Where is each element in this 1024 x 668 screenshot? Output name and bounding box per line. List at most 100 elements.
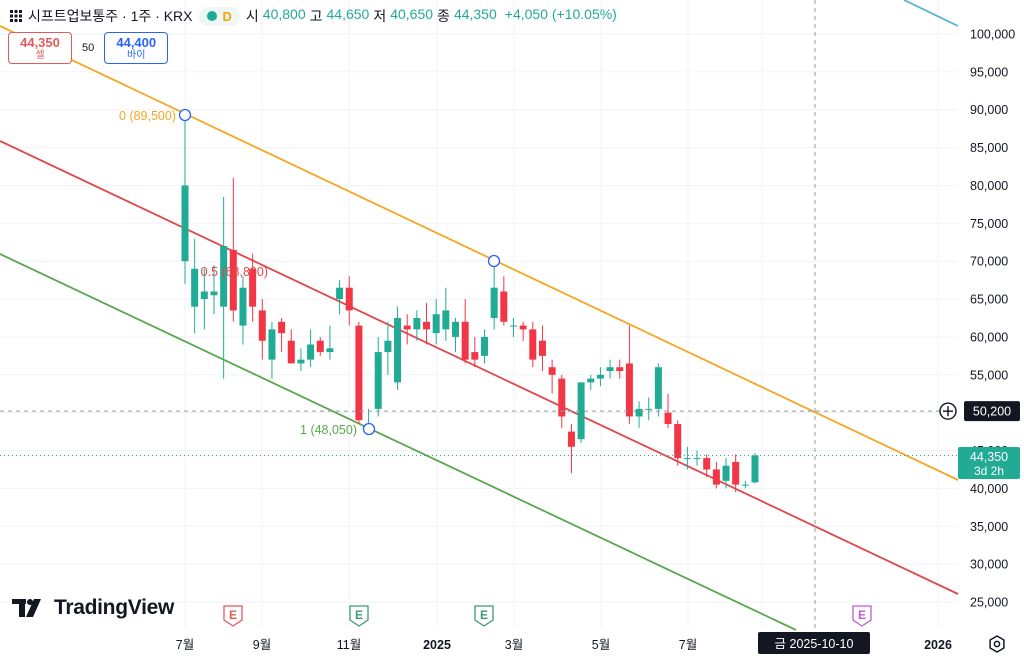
time-tick-label: 11월 [337,638,361,652]
candle-body [577,382,585,440]
low-label: 저 [373,8,387,24]
crosshair-price-text: 50,200 [973,405,1011,419]
anchor-handle [178,108,192,122]
anchor-handle [487,254,501,268]
tradingview-logo[interactable]: TradingView [12,596,174,620]
candle-body [326,348,334,353]
candle-body [471,352,479,360]
candle-body [210,291,218,296]
candle-body [587,378,595,383]
candle-body [674,424,682,459]
anchor-handle [362,422,376,436]
fib-level-label: 1 (48,050) [300,423,357,437]
candle-body [693,458,701,460]
candle-body [712,469,720,485]
trend-line [903,0,959,27]
price-tick-label: 70,000 [970,255,1008,269]
buy-button[interactable]: 44,400 바이 [104,32,169,64]
candle-body [664,412,672,425]
candle-body [191,268,199,307]
candle-body [519,325,527,330]
close-value: 44,350 [453,6,497,22]
candle-body [316,340,324,353]
earnings-marker[interactable]: E [474,605,494,627]
candle-body [384,340,392,353]
candle-body [297,359,305,364]
price-tick-label: 40,000 [970,482,1008,496]
candle-body [452,321,460,337]
candle-body [645,408,653,410]
earnings-marker[interactable]: E [223,605,243,627]
crosshair-date-tag [758,632,870,654]
candle-body [751,455,759,483]
logo-text: TradingView [54,596,175,619]
overlays: 0 (89,500) 0.5 (68,800) 1 (48,050) E E E E [0,0,958,628]
earnings-badge [223,605,243,627]
open-label: 시 [245,8,259,24]
price-tick-label: 90,000 [970,103,1008,117]
candle-body [625,363,633,417]
candle-body [229,249,237,311]
settings-icon[interactable] [988,635,1006,653]
candle-body [336,287,344,300]
candle-body [432,314,440,334]
candle-body [394,318,402,383]
candle-body [287,340,295,364]
symbol-header: 시프트업보통주 · 1주 · KRX D 시 40,800 고 44,650 저 40… [10,6,617,26]
earnings-marker[interactable]: E [349,605,369,627]
time-tick-label: 7월 [176,638,194,652]
interval-badge: D [222,8,232,24]
high-value: 44,650 [326,6,370,22]
earnings-marker[interactable]: E [852,605,872,627]
symbol-title[interactable]: 시프트업보통주 · 1주 · KRX [28,8,193,24]
countdown-text: 3d 2h [974,464,1004,478]
candle-body [403,325,411,330]
candle-body [200,291,208,300]
buy-price: 44,400 [116,35,157,50]
earnings-badge [349,605,369,627]
candle-body [181,185,189,262]
earnings-badge [852,605,872,627]
grid-icon[interactable] [10,10,22,22]
candle-body [500,291,508,322]
last-price-tag [958,447,1020,479]
price-tick-label: 30,000 [970,558,1008,572]
candle-body [480,336,488,356]
earnings-label: E [229,608,237,622]
mid-channel-line [0,140,959,595]
market-status-pill[interactable]: D [198,6,240,26]
fib-level-label: 0 (89,500) [119,109,176,123]
candles [181,113,759,493]
candle-body [461,321,469,360]
candle-body [490,287,498,318]
change-value: +4,050 (+10.05%) [504,6,617,22]
crosshair-price-tag [964,401,1020,422]
candle-body [258,310,266,341]
price-tick-label: 35,000 [970,520,1008,534]
sell-button[interactable]: 44,350 셀 [8,32,72,64]
price-tick-label: 100,000 [970,28,1015,42]
price-tick-label: 80,000 [970,179,1008,193]
price-tick-label: 60,000 [970,330,1008,344]
buy-label: 바이 [127,50,146,61]
candle-body [442,310,450,330]
earnings-label: E [355,608,363,622]
candle-body [345,287,353,311]
time-tick-label: 2025 [423,638,451,652]
candle-body [606,367,614,372]
time-tick-label: 5월 [592,638,610,652]
price-tick-label: 75,000 [970,217,1008,231]
last-price-text: 44,350 [970,450,1008,464]
price-tick-label: 55,000 [970,368,1008,382]
plus-circle-icon[interactable] [939,402,957,420]
low-value: 40,650 [390,6,434,22]
candle-body [413,318,421,330]
fib-channel[interactable] [0,0,959,631]
earnings-label: E [480,608,488,622]
spread-value: 50 [82,42,95,54]
sell-label: 셀 [35,50,45,61]
candle-body [616,367,624,372]
candle-body [596,374,604,379]
